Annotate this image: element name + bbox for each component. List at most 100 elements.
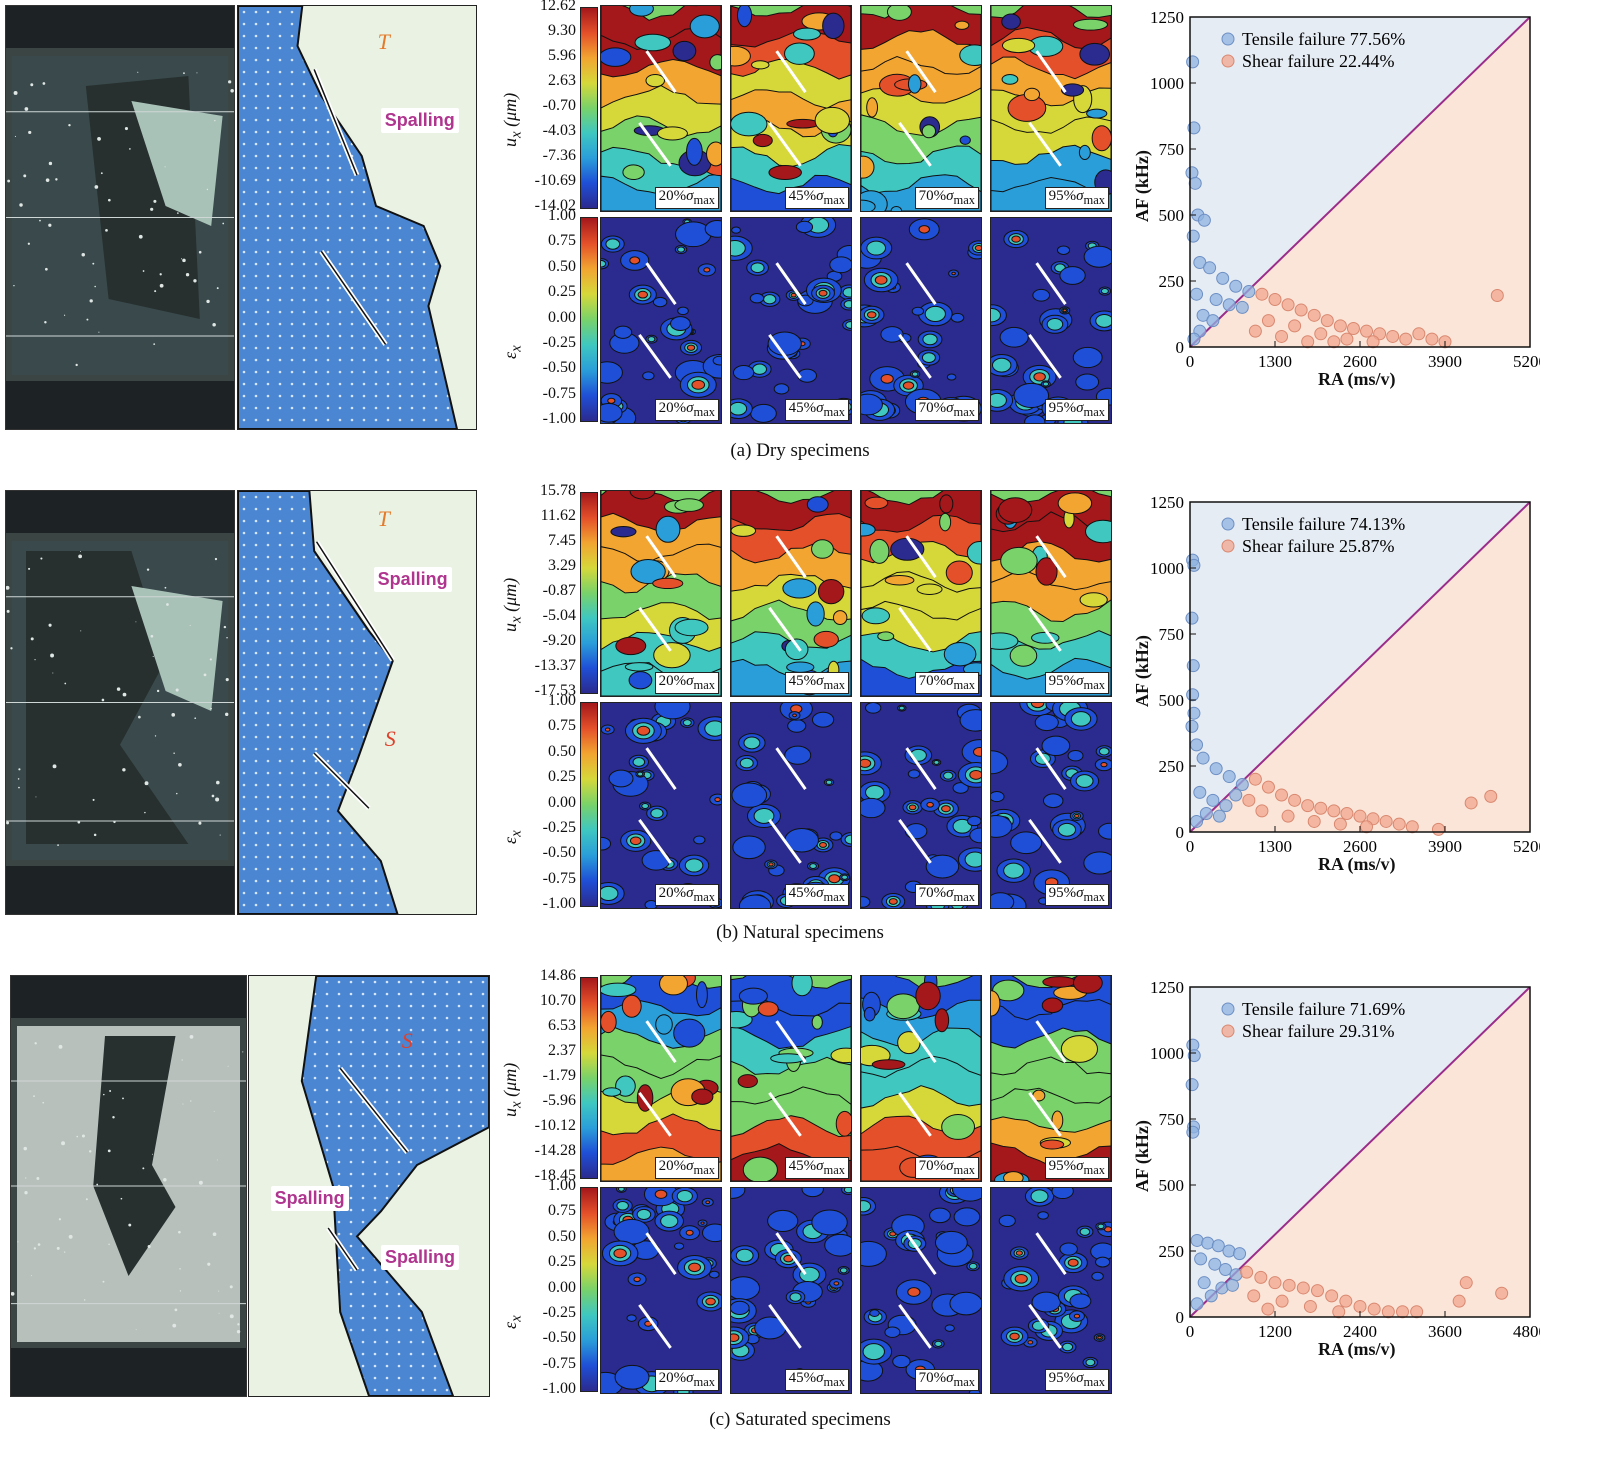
x-tick-label: 3600 [1428, 1322, 1462, 1341]
shear-point [1311, 1284, 1324, 1298]
stage-label: 70%σmax [914, 1369, 979, 1391]
colorbar-tick: -1.00 [542, 895, 576, 912]
tensile-point [1187, 121, 1201, 135]
y-tick-label: 0 [1176, 823, 1185, 842]
x-tick-label: 2600 [1343, 837, 1377, 856]
failure-sketch: S Spalling Spalling [248, 975, 490, 1397]
y-tick-label: 1000 [1150, 74, 1184, 93]
contour-map [601, 703, 721, 908]
tensile-point [1186, 1125, 1200, 1139]
tensile-point [1233, 1247, 1247, 1261]
contour-map [731, 491, 851, 696]
divider-line [1189, 986, 1531, 1318]
tensile-point [1193, 256, 1207, 270]
sketch-label: Spalling [380, 107, 459, 133]
failure-sketch-graphic [238, 6, 458, 429]
displacement-contour-panel: 45%σmax [730, 975, 852, 1182]
shear-point [1314, 801, 1328, 815]
tensile-point [1199, 807, 1213, 821]
x-tick-label: 1200 [1258, 1322, 1292, 1341]
stage-label: 45%σmax [784, 884, 849, 906]
tensile-point [1209, 762, 1223, 776]
shear-point [1353, 809, 1367, 823]
contour-map [731, 218, 851, 423]
shear-point [1325, 1289, 1339, 1303]
displacement-contour-panel: 20%σmax [600, 5, 722, 212]
displacement-contour-panel: 70%σmax [860, 5, 982, 212]
y-tick-label: 1250 [1150, 978, 1184, 997]
sketch-label: Spalling [373, 567, 452, 593]
sketch-label: S [384, 725, 396, 751]
colorbar-tick: -0.25 [542, 818, 576, 836]
contour-map [991, 491, 1111, 696]
tensile-point [1187, 706, 1201, 720]
specimen-photo [10, 975, 247, 1397]
displacement-contour-panel: 95%σmax [990, 490, 1112, 697]
sketch-label: S [401, 1028, 413, 1054]
colorbar-tick: -9.20 [542, 632, 576, 649]
shear-point [1327, 804, 1341, 818]
colorbar-tick: -0.75 [542, 869, 576, 887]
tensile-point [1193, 785, 1207, 799]
specimen-photo-graphic [6, 6, 234, 429]
tensile-point [1209, 292, 1223, 306]
tensile-point [1190, 738, 1204, 752]
shear-point [1340, 807, 1354, 821]
shear-point [1396, 1305, 1409, 1319]
shear-point [1303, 1299, 1317, 1313]
colorbar-tick: 6.53 [548, 1017, 576, 1034]
x-tick-label: 0 [1186, 1322, 1195, 1341]
colorbar-tick: 0.50 [548, 1227, 576, 1245]
colorbar-tick: -17.53 [534, 682, 576, 699]
contour-map [731, 6, 851, 211]
strain-contour-panel: 45%σmax [730, 1187, 852, 1394]
tensile-point [1196, 751, 1210, 765]
colorbar-tick: 11.62 [540, 507, 576, 524]
contour-map [601, 491, 721, 696]
x-tick-label: 1300 [1258, 352, 1292, 371]
specimen-photo [5, 490, 235, 915]
tensile-point [1206, 314, 1220, 328]
shear-point [1261, 314, 1275, 328]
shear-point [1339, 1294, 1353, 1308]
shear-point [1360, 324, 1374, 338]
stage-label: 20%σmax [654, 187, 719, 209]
colorbar-tick: -0.50 [542, 844, 576, 862]
strain-colorbar [580, 702, 598, 907]
shear-point [1255, 287, 1269, 301]
stage-label: 70%σmax [914, 672, 979, 694]
failure-sketch: T Spalling S [237, 490, 477, 915]
tensile-point [1208, 1257, 1222, 1271]
displacement-contour-panel: 20%σmax [600, 490, 722, 697]
shear-point [1346, 322, 1360, 336]
tensile-point [1187, 332, 1201, 346]
stage-label: 45%σmax [784, 1369, 849, 1391]
y-tick-label: 1250 [1150, 493, 1184, 512]
shear-point [1307, 308, 1321, 322]
shear-point [1247, 1289, 1261, 1303]
shear-point [1459, 1276, 1473, 1290]
colorbar-tick: -0.70 [542, 97, 576, 114]
shear-point [1240, 1265, 1254, 1279]
contour-map [731, 703, 851, 908]
colorbar-tick: -10.69 [534, 172, 576, 189]
legend-label: Tensile failure 71.69% [1242, 999, 1405, 1019]
stage-label: 45%σmax [784, 187, 849, 209]
colorbar-tick: 0.75 [548, 1202, 576, 1220]
displacement-contour-panel: 70%σmax [860, 975, 982, 1182]
shear-point [1381, 1305, 1395, 1319]
colorbar-tick: 0.25 [548, 768, 576, 786]
sketch-label: T [377, 505, 390, 531]
y-tick-label: 250 [1159, 757, 1185, 776]
failure-sketch: T Spalling [237, 5, 477, 430]
shear-point [1301, 799, 1315, 813]
tensile-point [1206, 793, 1220, 807]
tensile-point [1186, 1038, 1200, 1052]
row-caption: (c) Saturated specimens [709, 1409, 891, 1430]
shear-point [1268, 292, 1282, 306]
colorbar-tick: -0.25 [542, 333, 576, 351]
y-axis-label: AF (kHz) [1132, 635, 1152, 707]
colorbar-tick: -0.50 [542, 1329, 576, 1347]
